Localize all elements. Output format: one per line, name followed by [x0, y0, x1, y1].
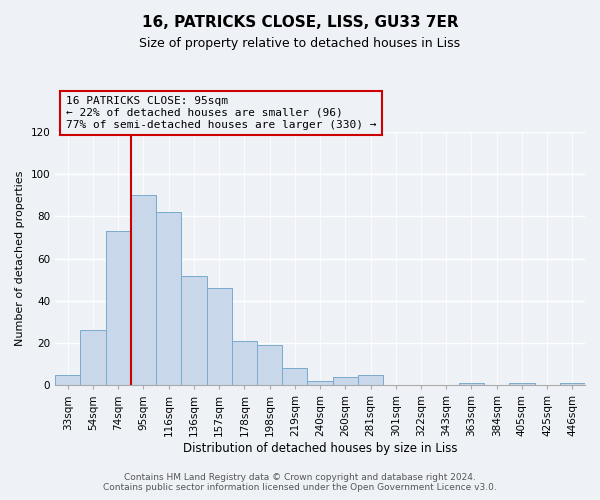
Bar — [80, 330, 106, 386]
Text: 16 PATRICKS CLOSE: 95sqm
← 22% of detached houses are smaller (96)
77% of semi-d: 16 PATRICKS CLOSE: 95sqm ← 22% of detach… — [66, 96, 376, 130]
Bar — [156, 212, 181, 386]
Bar — [509, 383, 535, 386]
Bar — [55, 374, 80, 386]
Bar — [307, 381, 332, 386]
Bar — [131, 196, 156, 386]
Bar — [332, 377, 358, 386]
Bar — [106, 231, 131, 386]
Bar — [257, 345, 282, 386]
Bar — [560, 383, 585, 386]
Y-axis label: Number of detached properties: Number of detached properties — [15, 171, 25, 346]
Text: Size of property relative to detached houses in Liss: Size of property relative to detached ho… — [139, 38, 461, 51]
Bar — [459, 383, 484, 386]
Bar — [232, 341, 257, 386]
Text: Contains HM Land Registry data © Crown copyright and database right 2024.
Contai: Contains HM Land Registry data © Crown c… — [103, 473, 497, 492]
Bar — [282, 368, 307, 386]
Bar — [358, 374, 383, 386]
Bar — [181, 276, 206, 386]
Text: 16, PATRICKS CLOSE, LISS, GU33 7ER: 16, PATRICKS CLOSE, LISS, GU33 7ER — [142, 15, 458, 30]
X-axis label: Distribution of detached houses by size in Liss: Distribution of detached houses by size … — [183, 442, 457, 455]
Bar — [206, 288, 232, 386]
